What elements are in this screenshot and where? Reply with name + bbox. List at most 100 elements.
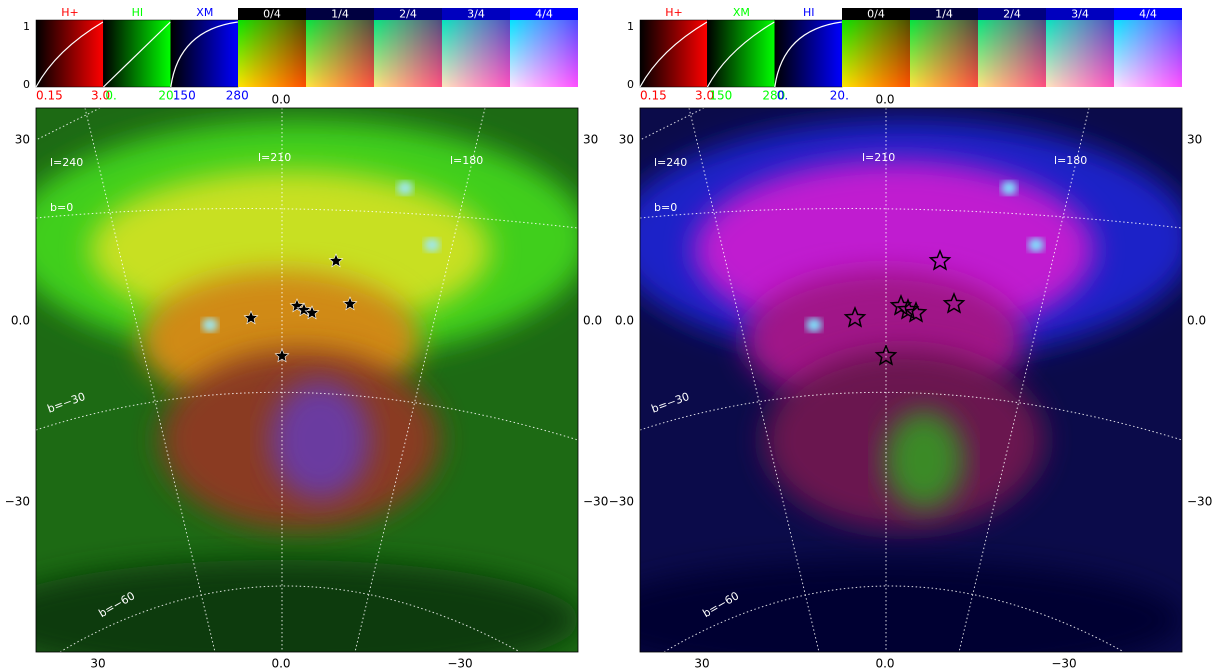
star-marker	[889, 294, 913, 316]
mix-header	[1114, 8, 1182, 20]
image-frame	[639, 107, 1183, 653]
channel-name: H+	[665, 6, 683, 19]
star-marker	[328, 253, 344, 268]
grid-label: l=180	[450, 154, 483, 167]
x-tick-label: 30	[694, 657, 709, 671]
mix-label: 4/4	[535, 8, 553, 21]
range-label: 280	[762, 89, 785, 103]
bright-spot	[424, 238, 440, 252]
x-tick-label: −30	[1051, 657, 1076, 671]
grid-label: b=0	[654, 201, 677, 214]
star-marker	[904, 301, 928, 323]
bar-tick-label: 1	[23, 20, 30, 33]
grid-line	[84, 108, 216, 652]
y-tick-label: −30	[5, 495, 30, 509]
x-tick-label: −30	[447, 657, 472, 671]
mix-label: 0/4	[263, 8, 281, 21]
emission-region	[640, 560, 1182, 652]
mix-overlay	[510, 20, 578, 87]
mix-overlay	[842, 20, 910, 87]
y-tick-label: 30	[1187, 133, 1202, 147]
channel-name: HI	[132, 6, 144, 19]
grid-label: l=210	[258, 151, 291, 164]
channel-bar	[639, 19, 708, 88]
channel-name: HI	[803, 6, 815, 19]
bright-spot	[397, 181, 413, 195]
channel-name: XM	[733, 6, 750, 19]
channel-name: XM	[196, 6, 213, 19]
grid-line	[59, 585, 521, 652]
range-label: 20.	[158, 89, 177, 103]
bright-spot	[1028, 238, 1044, 252]
channel-bar	[35, 19, 104, 88]
y-tick-label: −30	[1187, 495, 1212, 509]
bar-tick-label: 0	[23, 78, 30, 91]
mix-overlay	[1046, 20, 1114, 87]
grid-label: l=210	[862, 151, 895, 164]
y-tick-label: 0.0	[583, 314, 602, 328]
emission-region	[884, 410, 964, 510]
x-tick-label: 0.0	[271, 93, 290, 107]
transfer-curve	[639, 21, 708, 88]
bright-spot	[806, 318, 822, 332]
mix-overlay	[442, 20, 510, 87]
mix-label: 3/4	[467, 8, 485, 21]
mix-label: 2/4	[1003, 8, 1021, 21]
range-label: 20.	[830, 89, 849, 103]
y-tick-label: 30	[15, 133, 30, 147]
grid-line	[663, 585, 1125, 652]
mix-header	[910, 8, 978, 20]
mix-label: 3/4	[1071, 8, 1089, 21]
channel-name: H+	[61, 6, 79, 19]
mix-header	[842, 8, 910, 20]
grid-line	[688, 108, 820, 652]
mix-overlay	[238, 20, 306, 87]
y-tick-label: 0.0	[11, 314, 30, 328]
star-marker	[304, 305, 320, 320]
star-marker	[843, 306, 867, 328]
bright-spot	[1001, 181, 1017, 195]
mix-label: 1/4	[935, 8, 953, 21]
grid-label: b=0	[50, 201, 73, 214]
y-tick-label: −30	[583, 495, 608, 509]
range-label: 0.15	[640, 89, 667, 103]
range-label: 150	[709, 89, 732, 103]
grid-label: l=180	[1054, 154, 1087, 167]
star-marker	[274, 348, 290, 363]
bar-tick-label: 0	[627, 78, 634, 91]
grid-line	[354, 108, 486, 652]
mix-overlay	[910, 20, 978, 87]
grid-line	[958, 108, 1090, 652]
range-label: 150	[173, 89, 196, 103]
grid-label: l=240	[654, 156, 687, 169]
grid-line	[640, 208, 1182, 229]
range-label: 3.0	[695, 89, 714, 103]
range-label: 0.	[105, 89, 116, 103]
star-marker	[942, 292, 966, 314]
channel-bar	[774, 19, 843, 88]
emission-region	[36, 560, 578, 652]
panel: H+ 0.15 3.0 HI 0. 20. XM 150 280 1 0 0/4 1/4 2/4 3/4 4/…	[5, 6, 609, 671]
star-marker	[243, 310, 259, 325]
mix-overlay	[978, 20, 1046, 87]
x-tick-label: 0.0	[271, 657, 290, 671]
y-tick-label: 0.0	[1187, 314, 1206, 328]
mix-header	[374, 8, 442, 20]
mix-label: 2/4	[399, 8, 417, 21]
mix-overlay	[306, 20, 374, 87]
mix-header	[238, 8, 306, 20]
x-tick-label: 0.0	[875, 93, 894, 107]
bar-tick-label: 1	[627, 20, 634, 33]
range-label: 0.15	[36, 89, 63, 103]
x-tick-label: 0.0	[875, 657, 894, 671]
transfer-curve	[102, 21, 171, 88]
mix-header	[306, 8, 374, 20]
mix-header	[1046, 8, 1114, 20]
emission-region	[270, 380, 370, 500]
y-tick-label: 0.0	[615, 314, 634, 328]
